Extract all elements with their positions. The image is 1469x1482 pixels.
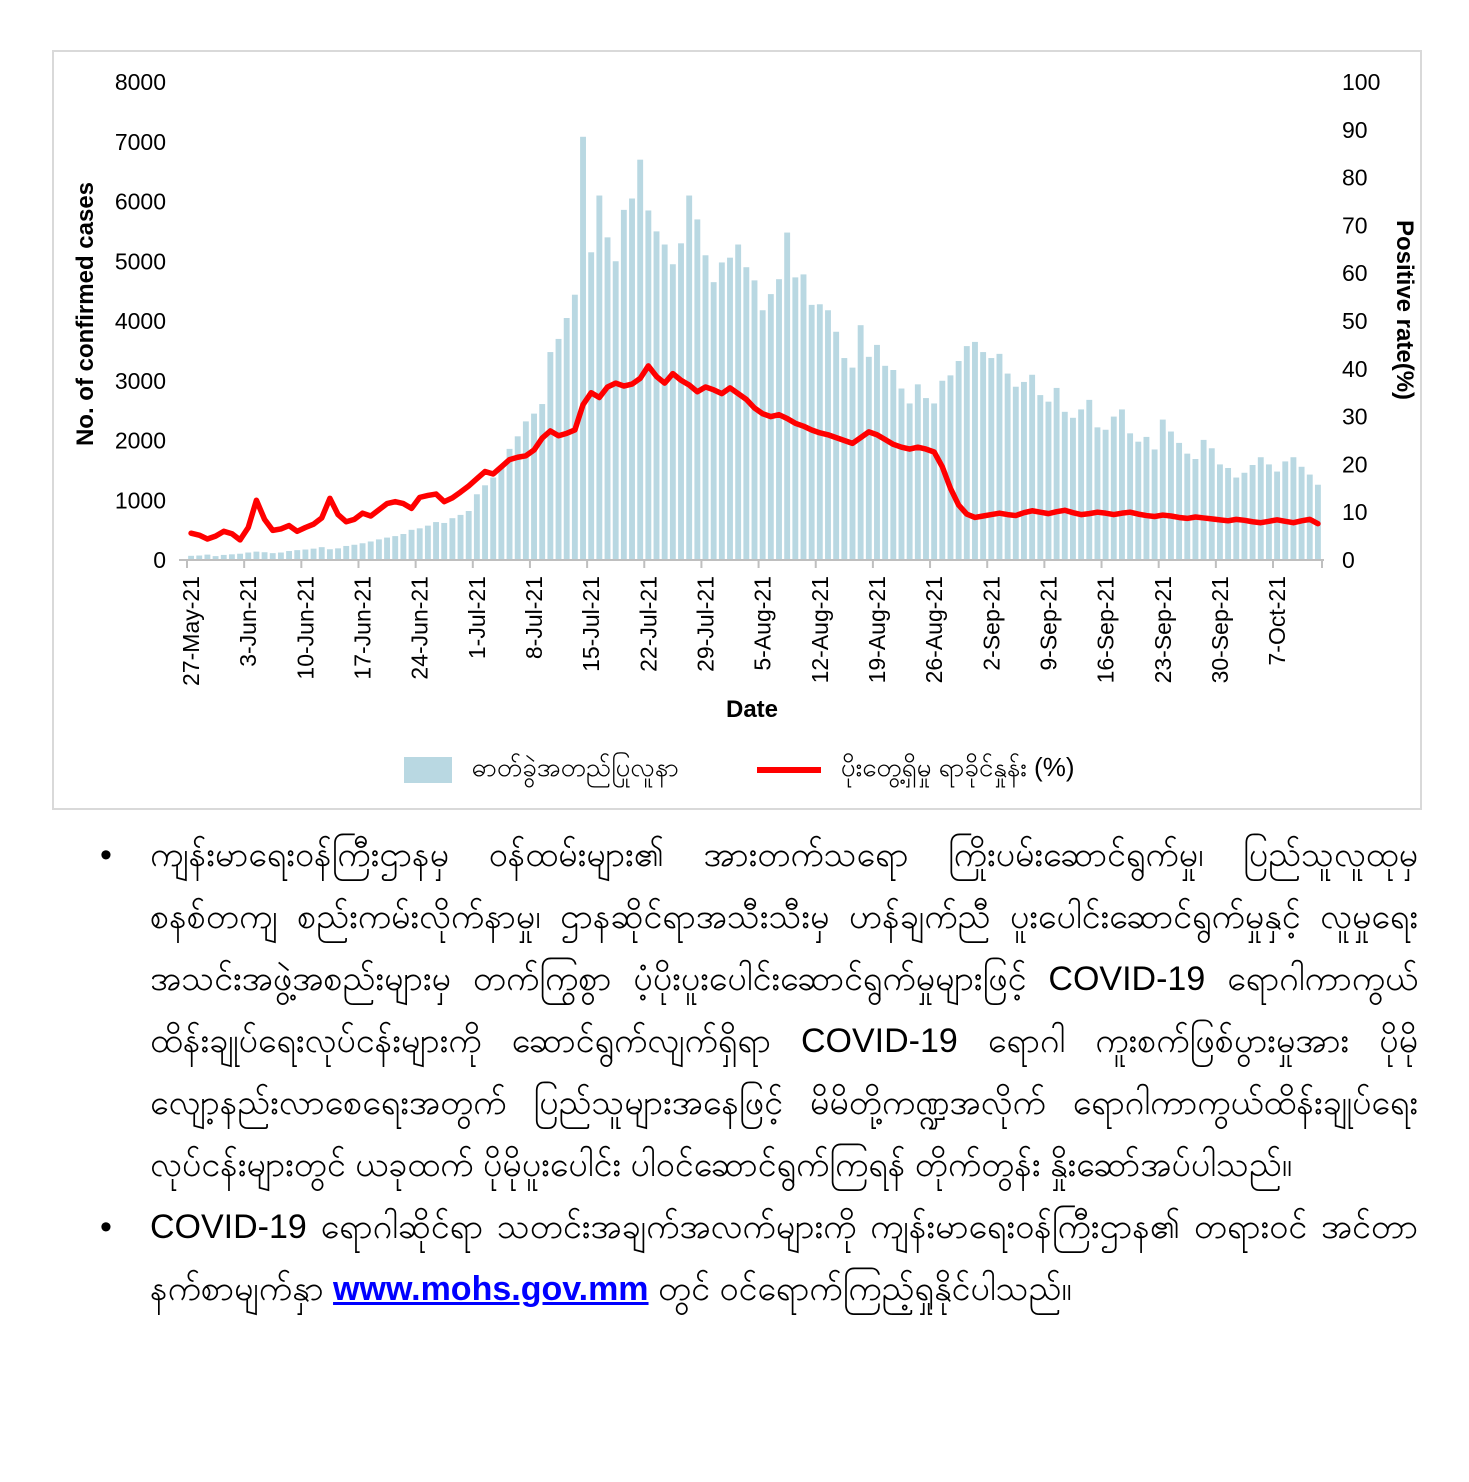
- bullet-marker: •: [100, 836, 112, 874]
- svg-text:1-Jul-21: 1-Jul-21: [464, 576, 490, 659]
- svg-text:60: 60: [1342, 260, 1368, 286]
- svg-text:70: 70: [1342, 212, 1368, 238]
- svg-text:26-Aug-21: 26-Aug-21: [921, 576, 947, 683]
- bullet-2-text-after: တွင် ဝင်ရောက်ကြည့်ရှုနိုင်ပါသည်။: [648, 1270, 1072, 1308]
- svg-text:2000: 2000: [115, 428, 166, 454]
- svg-text:17-Jun-21: 17-Jun-21: [350, 576, 376, 680]
- svg-text:5000: 5000: [115, 248, 166, 274]
- y-axis-title-left: No. of confirmed cases: [72, 181, 99, 447]
- bullet-paragraph-2: • COVID-19 ရောဂါဆိုင်ရာ သတင်းအချက်အလက်မျ…: [100, 1196, 1418, 1320]
- svg-text:10: 10: [1342, 499, 1368, 525]
- svg-text:8000: 8000: [115, 69, 166, 95]
- svg-text:23-Sep-21: 23-Sep-21: [1150, 576, 1176, 683]
- covid-cases-positive-rate-chart: 0 1000 2000 3000 4000 5000 6000 7000 8000 0 10 20 30…: [52, 50, 1422, 810]
- svg-text:3-Jun-21: 3-Jun-21: [235, 576, 261, 667]
- svg-text:19-Aug-21: 19-Aug-21: [864, 576, 890, 683]
- svg-text:7-Oct-21: 7-Oct-21: [1264, 576, 1290, 665]
- svg-text:29-Jul-21: 29-Jul-21: [693, 576, 719, 672]
- svg-text:27-May-21: 27-May-21: [178, 576, 204, 686]
- svg-text:2-Sep-21: 2-Sep-21: [978, 576, 1004, 671]
- svg-text:15-Jul-21: 15-Jul-21: [578, 576, 604, 672]
- chart-plot: 0 1000 2000 3000 4000 5000 6000 7000 8000 0 10 20 30…: [115, 69, 1381, 686]
- bullet-2-text: COVID-19 ရောဂါဆိုင်ရာ သတင်းအချက်အလက်များ…: [150, 1196, 1418, 1320]
- svg-text:6000: 6000: [115, 189, 166, 215]
- svg-text:100: 100: [1342, 69, 1380, 95]
- legend-item-confirmed-cases: ဓာတ်ခွဲအတည်ပြုလူနာ: [403, 750, 679, 789]
- svg-text:10-Jun-21: 10-Jun-21: [292, 576, 318, 680]
- svg-text:0: 0: [153, 547, 166, 573]
- bullet-1-text: ကျန်းမာရေးဝန်ကြီးဌာနမှ ဝန်ထမ်းများ၏ အားတ…: [150, 836, 1418, 1184]
- bar-series-swatch: [403, 756, 452, 783]
- svg-text:90: 90: [1342, 117, 1368, 143]
- svg-text:50: 50: [1342, 308, 1368, 334]
- bullet-paragraph-1: • ကျန်းမာရေးဝန်ကြီးဌာနမှ ဝန်ထမ်းများ၏ အာ…: [100, 824, 1418, 1196]
- chart-legend: ဓာတ်ခွဲအတည်ပြုလူနာ ပိုးတွေ့ရှိမှု ရာခိုင…: [54, 750, 1424, 789]
- svg-text:9-Sep-21: 9-Sep-21: [1036, 576, 1062, 671]
- svg-text:8-Jul-21: 8-Jul-21: [521, 576, 547, 659]
- bullet-marker: •: [100, 1208, 112, 1246]
- svg-text:12-Aug-21: 12-Aug-21: [807, 576, 833, 683]
- svg-text:16-Sep-21: 16-Sep-21: [1093, 576, 1119, 683]
- svg-text:0: 0: [1342, 547, 1355, 573]
- y-axis-title-right: Positive rate(%): [1391, 219, 1418, 401]
- line-series-swatch: [756, 766, 821, 773]
- svg-text:80: 80: [1342, 165, 1368, 191]
- svg-text:7000: 7000: [115, 129, 166, 155]
- svg-text:24-Jun-21: 24-Jun-21: [407, 576, 433, 680]
- mohs-website-link[interactable]: www.mohs.gov.mm: [333, 1270, 649, 1308]
- legend-item-positive-rate: ပိုးတွေ့ရှိမှု ရာခိုင်နှုန်း (%): [756, 750, 1075, 789]
- svg-text:22-Jul-21: 22-Jul-21: [635, 576, 661, 672]
- body-text: • ကျန်းမာရေးဝန်ကြီးဌာနမှ ဝန်ထမ်းများ၏ အာ…: [100, 824, 1418, 1320]
- bullet-2-text-before: COVID-19 ရောဂါဆိုင်ရာ သတင်းအချက်အလက်များ…: [150, 1208, 1418, 1308]
- svg-text:1000: 1000: [115, 487, 166, 513]
- legend-line-label: ပိုးတွေ့ရှိမှု ရာခိုင်နှုန်း (%): [840, 752, 1075, 782]
- x-axis-title: Date: [725, 696, 779, 723]
- legend-bar-label: ဓာတ်ခွဲအတည်ပြုလူနာ: [471, 752, 679, 782]
- svg-text:30-Sep-21: 30-Sep-21: [1207, 576, 1233, 683]
- svg-text:20: 20: [1342, 451, 1368, 477]
- svg-text:30: 30: [1342, 404, 1368, 430]
- svg-text:3000: 3000: [115, 368, 166, 394]
- svg-text:4000: 4000: [115, 308, 166, 334]
- svg-text:40: 40: [1342, 356, 1368, 382]
- svg-text:5-Aug-21: 5-Aug-21: [750, 576, 776, 671]
